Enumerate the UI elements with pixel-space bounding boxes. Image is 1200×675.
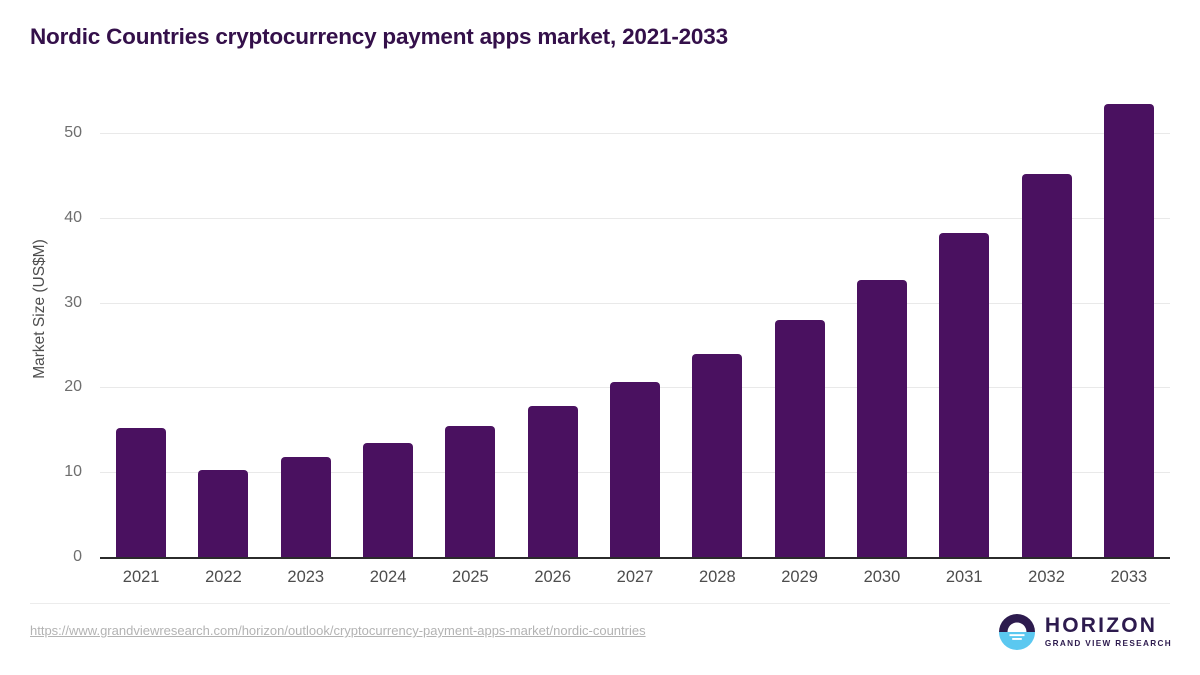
horizon-logo: HORIZON GRAND VIEW RESEARCH (998, 613, 1172, 651)
bar-slot-2032 (1005, 90, 1087, 557)
x-axis-label-2030: 2030 (863, 568, 901, 586)
bar-slot-2031 (923, 90, 1005, 557)
bar-slot-2033 (1088, 90, 1170, 557)
source-url-link[interactable]: https://www.grandviewresearch.com/horizo… (30, 623, 646, 638)
x-axis-label-2026: 2026 (534, 568, 572, 586)
gridline-50 (100, 133, 1170, 134)
bar-slot-2028 (676, 90, 758, 557)
bar-2021[interactable] (116, 427, 167, 557)
y-axis-ticks: 0 10 20 30 40 50 (0, 90, 100, 590)
bar-2028[interactable] (692, 354, 743, 557)
bar-2033[interactable] (1103, 104, 1154, 557)
x-axis-label-2024: 2024 (369, 568, 407, 586)
x-axis-label-2025: 2025 (452, 568, 489, 586)
x-axis-labels: 2021 2022 2023 2024 2025 2026 2027 2028 2029 2030… (100, 560, 1170, 600)
x-axis-label-2023: 2023 (287, 568, 325, 586)
y-tick-label-50: 50 (64, 124, 82, 141)
bar-2027[interactable] (609, 382, 660, 557)
bar-slot-2023 (265, 90, 347, 557)
x-axis-line (100, 557, 1170, 559)
x-axis-label-2032: 2032 (1028, 568, 1065, 586)
bar-slot-2026 (512, 90, 594, 557)
y-tick-label-0: 0 (73, 548, 82, 565)
bar-2029[interactable] (774, 320, 825, 557)
bar-2032[interactable] (1021, 174, 1072, 557)
bar-2023[interactable] (280, 456, 331, 557)
bar-2030[interactable] (856, 280, 907, 557)
x-axis-label-2028: 2028 (698, 568, 736, 586)
bar-2025[interactable] (445, 426, 496, 557)
bar-slot-2021 (100, 90, 182, 557)
horizon-circle-icon (998, 613, 1036, 651)
grid-area (100, 90, 1170, 590)
x-axis-label-2031: 2031 (945, 568, 983, 586)
bar-slot-2029 (758, 90, 840, 557)
y-tick-label-20: 20 (64, 378, 82, 396)
x-axis-label-2027: 2027 (616, 568, 654, 586)
x-axis-label-2029: 2029 (781, 568, 818, 586)
x-axis-label-2033: 2033 (1110, 568, 1148, 586)
bar-slot-2027 (594, 90, 676, 557)
y-tick-label-10: 10 (64, 463, 82, 481)
page-title: Nordic Countries cryptocurrency payment … (30, 24, 728, 49)
bar-2026[interactable] (527, 405, 578, 557)
bar-slot-2030 (841, 90, 923, 557)
gridline-40 (100, 217, 1170, 219)
bar-2024[interactable] (363, 443, 414, 557)
horizon-logo-title: HORIZON (1044, 614, 1158, 638)
bar-slot-2025 (429, 90, 511, 557)
x-axis-label-2021: 2021 (122, 568, 160, 586)
horizon-logo-subtitle: GRAND VIEW RESEARCH (1044, 639, 1172, 649)
gridline-30 (100, 302, 1170, 304)
y-tick-label-30: 30 (64, 293, 82, 311)
bar-2022[interactable] (198, 470, 249, 557)
horizon-logo-text: HORIZON GRAND VIEW RESEARCH (1044, 614, 1172, 649)
footer-divider (30, 603, 1170, 604)
bar-slot-2022 (182, 90, 264, 557)
footer: https://www.grandviewresearch.com/horizo… (0, 603, 1200, 675)
x-axis-label-2022: 2022 (205, 568, 242, 586)
bar-series (100, 90, 1170, 557)
bar-slot-2024 (347, 90, 429, 557)
chart-plot-area: Market Size (US$M) 0 10 20 30 40 50 2021… (0, 90, 1200, 590)
bar-2031[interactable] (939, 232, 990, 557)
y-tick-label-40: 40 (64, 208, 82, 226)
